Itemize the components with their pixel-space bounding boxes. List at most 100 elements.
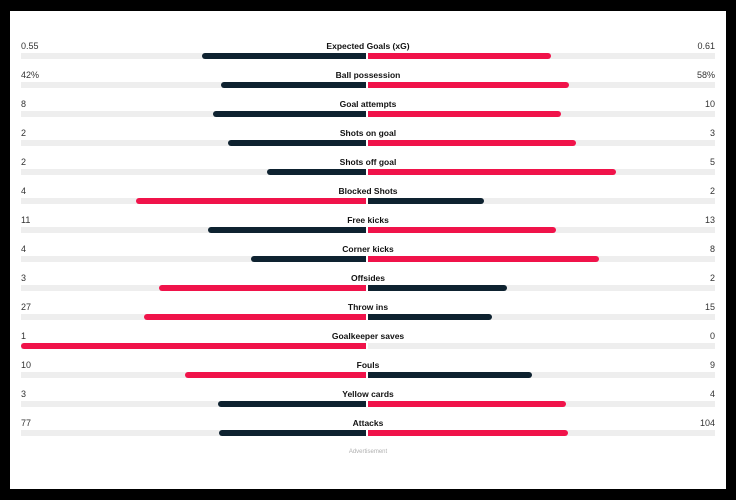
away-value: 2 [709, 186, 715, 196]
away-bar [368, 227, 557, 233]
home-bar [184, 372, 366, 378]
away-bar [368, 169, 616, 175]
away-bar-track [368, 285, 715, 291]
away-bar-track [368, 82, 715, 88]
stat-label: Goalkeeper saves [331, 331, 405, 341]
away-bar-track [368, 314, 715, 320]
stat-label: Shots off goal [339, 157, 397, 167]
home-bar-track [21, 169, 366, 175]
home-bar [135, 198, 366, 204]
away-value: 3 [709, 128, 715, 138]
away-value: 2 [709, 273, 715, 283]
away-bar [368, 372, 533, 378]
stat-row: 42% Ball possession 58% [21, 67, 715, 96]
away-bar-track [368, 430, 715, 436]
away-bar-track [368, 53, 715, 59]
away-bar-track [368, 140, 715, 146]
home-bar-track [21, 343, 366, 349]
away-bar [368, 314, 492, 320]
home-bar-track [21, 401, 366, 407]
stat-label: Attacks [352, 418, 384, 428]
away-bar [368, 198, 484, 204]
away-bar [368, 256, 600, 262]
away-value: 9 [709, 360, 715, 370]
home-bar [251, 256, 366, 262]
home-bar [219, 430, 366, 436]
away-bar [368, 82, 570, 88]
away-value: 13 [704, 215, 715, 225]
away-bar [368, 111, 561, 117]
away-bar [368, 285, 507, 291]
away-value: 0 [709, 331, 715, 341]
stat-row: 8 Goal attempts 10 [21, 96, 715, 125]
home-bar [21, 343, 366, 349]
stat-label: Yellow cards [342, 389, 394, 399]
home-bar-track [21, 256, 366, 262]
home-value: 42% [21, 70, 40, 80]
home-value: 77 [21, 418, 32, 428]
stat-row: 27 Throw ins 15 [21, 299, 715, 328]
home-bar [221, 82, 366, 88]
home-bar-track [21, 314, 366, 320]
away-value: 4 [709, 389, 715, 399]
home-bar-track [21, 82, 366, 88]
away-bar [368, 53, 551, 59]
home-bar-track [21, 198, 366, 204]
home-bar [228, 140, 366, 146]
home-value: 2 [21, 128, 27, 138]
stat-label: Goal attempts [339, 99, 397, 109]
home-bar-track [21, 430, 366, 436]
home-value: 4 [21, 244, 27, 254]
home-bar [208, 227, 366, 233]
away-bar [368, 140, 577, 146]
home-value: 1 [21, 331, 27, 341]
away-value: 104 [699, 418, 715, 428]
away-value: 0.61 [697, 41, 715, 51]
stat-row: 2 Shots on goal 3 [21, 125, 715, 154]
home-bar-track [21, 227, 366, 233]
away-bar-track [368, 111, 715, 117]
away-bar-track [368, 401, 715, 407]
advertisement-label: Advertisement [348, 449, 388, 455]
away-value: 5 [709, 157, 715, 167]
home-bar-track [21, 53, 366, 59]
stat-row: 3 Yellow cards 4 [21, 386, 715, 415]
stat-row: 1 Goalkeeper saves 0 [21, 328, 715, 357]
away-value: 10 [704, 99, 715, 109]
home-bar [202, 53, 366, 59]
home-bar-track [21, 285, 366, 291]
home-value: 10 [21, 360, 32, 370]
home-bar-track [21, 372, 366, 378]
away-bar-track [368, 372, 715, 378]
stat-label: Fouls [356, 360, 380, 370]
home-bar [159, 285, 366, 291]
away-value: 15 [704, 302, 715, 312]
home-value: 3 [21, 389, 27, 399]
stat-row: 10 Fouls 9 [21, 357, 715, 386]
home-value: 2 [21, 157, 27, 167]
stat-label: Free kicks [347, 215, 389, 225]
stat-label: Shots on goal [339, 128, 397, 138]
stats-list: 0.55 Expected Goals (xG) 0.61 42% Ball posse… [21, 38, 715, 444]
stat-label: Corner kicks [342, 244, 394, 254]
home-value: 11 [21, 215, 31, 225]
home-value: 0.55 [21, 41, 39, 51]
stat-label: Blocked Shots [338, 186, 398, 196]
stat-row: 3 Offsides 2 [21, 270, 715, 299]
home-value: 4 [21, 186, 27, 196]
away-bar [368, 401, 567, 407]
away-bar-track [368, 227, 715, 233]
home-value: 27 [21, 302, 32, 312]
stat-row: 11 Free kicks 13 [21, 212, 715, 241]
away-value: 8 [709, 244, 715, 254]
home-bar-track [21, 111, 366, 117]
match-stats-panel: 0.55 Expected Goals (xG) 0.61 42% Ball posse… [10, 11, 726, 489]
stat-label: Expected Goals (xG) [326, 41, 410, 51]
stat-row: 77 Attacks 104 [21, 415, 715, 444]
away-bar-track [368, 169, 715, 175]
home-bar [212, 111, 366, 117]
away-bar [368, 430, 568, 436]
away-value: 58% [696, 70, 715, 80]
home-value: 3 [21, 273, 27, 283]
stat-label: Offsides [350, 273, 385, 283]
